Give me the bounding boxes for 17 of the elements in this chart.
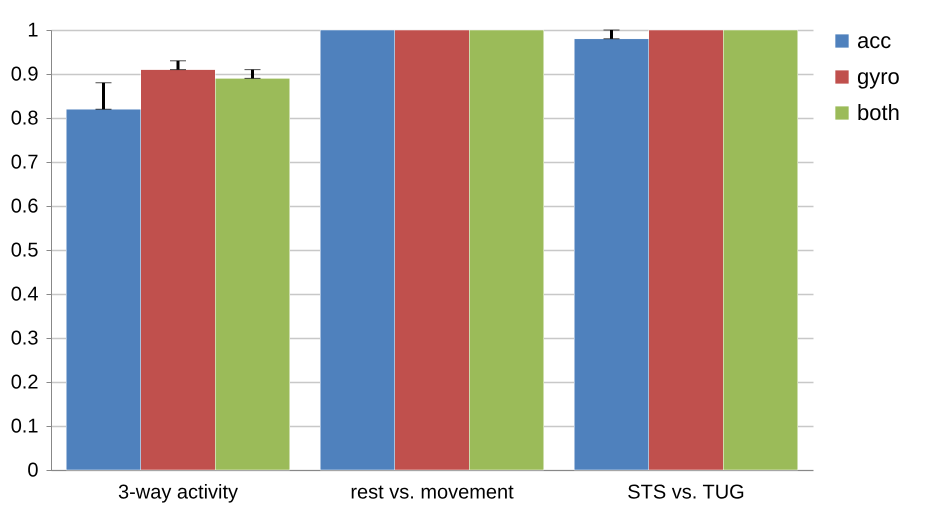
- y-tick-label: 0.7: [10, 152, 38, 174]
- legend-label: gyro: [857, 64, 900, 89]
- y-tick-label: 0.4: [10, 284, 38, 306]
- x-tick-label: STS vs. TUG: [627, 482, 745, 504]
- x-tick-label: 3-way activity: [118, 482, 238, 504]
- legend-label: acc: [857, 28, 892, 53]
- y-tick-label: 0.2: [10, 372, 38, 394]
- y-tick-label: 1: [27, 20, 38, 42]
- y-tick-label: 0.9: [10, 64, 38, 86]
- y-tick-label: 0.3: [10, 328, 38, 350]
- x-tick-label: rest vs. movement: [350, 482, 514, 504]
- y-tick-label: 0.5: [10, 240, 38, 262]
- y-tick-label: 0.6: [10, 196, 38, 218]
- y-tick-label: 0.8: [10, 108, 38, 130]
- legend-label: both: [857, 100, 900, 125]
- y-tick-label: 0.1: [10, 416, 38, 438]
- y-tick-label: 0: [27, 460, 38, 482]
